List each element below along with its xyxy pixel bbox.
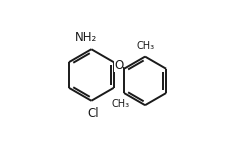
- Text: NH₂: NH₂: [75, 31, 97, 44]
- Text: CH₃: CH₃: [137, 41, 155, 51]
- Text: O: O: [114, 59, 123, 72]
- Text: CH₃: CH₃: [111, 99, 129, 109]
- Text: Cl: Cl: [87, 107, 99, 120]
